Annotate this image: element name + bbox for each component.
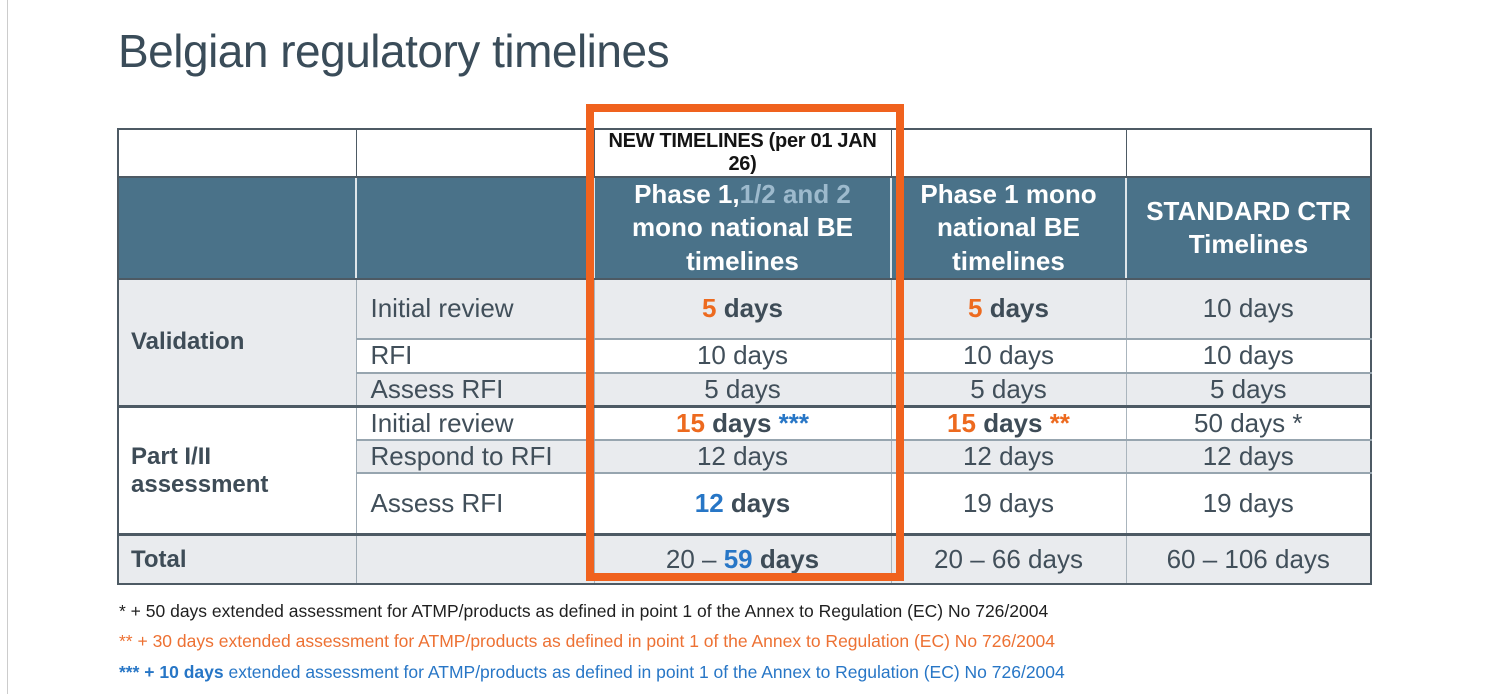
value-phase1-be: 10 days <box>890 337 1126 373</box>
step-label: Assess RFI <box>355 471 594 535</box>
table-row: Validation Initial review 5 days 5 days … <box>118 278 1371 407</box>
header-phase-1-mono: Phase 1 mono national BE timelines <box>890 177 1126 280</box>
value-new-be: 5 days <box>593 371 891 407</box>
value-phase1-be: 15 days ** <box>890 404 1126 440</box>
total-label: Total <box>118 533 356 584</box>
value-new-be: 12 days <box>593 471 891 535</box>
table-row: Part I/II assessment Initial review 15 d… <box>118 404 1371 535</box>
value-standard: 12 days <box>1125 438 1371 473</box>
value-standard: 5 days <box>1125 371 1371 407</box>
page-title: Belgian regulatory timelines <box>118 25 670 77</box>
value-phase1-be: 19 days <box>890 471 1126 535</box>
footnote-30-days: ** + 30 days extended assessment for ATM… <box>119 631 1056 652</box>
value-new-be: 15 days *** <box>593 404 891 440</box>
value-new-be: 5 days <box>593 278 891 339</box>
footnote-50-days: * + 50 days extended assessment for ATMP… <box>119 601 1049 621</box>
timelines-table: NEW TIMELINES (per 01 JAN 26) Phase 1,1/… <box>117 128 1372 585</box>
footnotes: * + 50 days extended assessment for ATMP… <box>119 602 1065 693</box>
step-label: RFI <box>355 337 594 373</box>
value-standard: 50 days * <box>1125 404 1371 440</box>
value-standard: 10 days <box>1125 337 1371 373</box>
header-phase-1-12-2: Phase 1,1/2 and 2 mono national BE timel… <box>593 177 891 280</box>
section-label-validation: Validation <box>118 278 356 407</box>
total-phase1-be: 20 – 66 days <box>890 533 1126 584</box>
footnote-10-days: *** + 10 days extended assessment for AT… <box>119 661 1065 682</box>
left-edge-divider <box>7 0 8 694</box>
header-empty-cell <box>355 177 594 280</box>
banner-row: NEW TIMELINES (per 01 JAN 26) <box>118 129 1371 178</box>
banner-empty-cell <box>890 129 1126 178</box>
value-phase1-be: 5 days <box>890 371 1126 407</box>
value-standard: 10 days <box>1125 278 1371 339</box>
banner-empty-cell <box>355 129 594 178</box>
header-empty-cell <box>118 177 356 280</box>
value-standard: 19 days <box>1125 471 1371 535</box>
header-standard-ctr: STANDARD CTR Timelines <box>1125 177 1371 280</box>
total-standard: 60 – 106 days <box>1125 533 1371 584</box>
step-label: Initial review <box>355 404 594 440</box>
step-label: Respond to RFI <box>355 438 594 473</box>
timelines-table-container: NEW TIMELINES (per 01 JAN 26) Phase 1,1/… <box>117 128 1372 585</box>
new-timelines-banner: NEW TIMELINES (per 01 JAN 26) <box>593 129 891 178</box>
value-new-be: 12 days <box>593 438 891 473</box>
section-label-part-i-ii: Part I/II assessment <box>118 404 356 535</box>
header-row: Phase 1,1/2 and 2 mono national BE timel… <box>118 177 1371 280</box>
step-label: Assess RFI <box>355 371 594 407</box>
value-phase1-be: 12 days <box>890 438 1126 473</box>
table-row: Respond to RFI 12 days 12 days 12 days <box>118 438 1371 473</box>
total-row: Total 20 – 59 days 20 – 66 days 60 – 106… <box>118 533 1371 584</box>
table-row: RFI 10 days 10 days 10 days <box>118 337 1371 373</box>
total-new-be: 20 – 59 days <box>593 533 891 584</box>
table-row: Assess RFI 5 days 5 days 5 days <box>118 371 1371 407</box>
banner-empty-cell <box>118 129 356 178</box>
total-empty-cell <box>355 533 594 584</box>
table-row: Assess RFI 12 days 19 days 19 days <box>118 471 1371 535</box>
banner-empty-cell <box>1125 129 1371 178</box>
value-new-be: 10 days <box>593 337 891 373</box>
value-phase1-be: 5 days <box>890 278 1126 339</box>
step-label: Initial review <box>355 278 594 339</box>
